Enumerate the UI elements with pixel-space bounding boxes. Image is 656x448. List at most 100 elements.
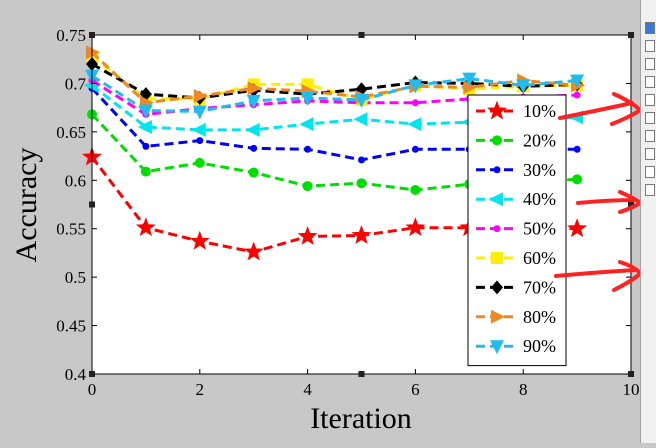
data-point — [567, 218, 588, 238]
series-line — [90, 51, 578, 105]
legend-label: 30% — [523, 160, 556, 180]
data-point — [300, 91, 315, 106]
legend-entry-50%: 50% — [476, 219, 556, 239]
legend-label: 50% — [523, 219, 556, 239]
selection-handle — [628, 371, 634, 377]
side-panel — [640, 0, 656, 443]
x-tick-label: 4 — [303, 380, 312, 399]
data-point — [299, 117, 314, 132]
legend-label: 10% — [523, 101, 556, 121]
data-point — [408, 79, 423, 94]
y-tick-label: 0.5 — [65, 268, 86, 287]
selection-handle — [89, 201, 95, 208]
data-point — [86, 45, 100, 60]
data-point — [358, 156, 365, 164]
data-point — [462, 72, 477, 87]
legend-entry-10%: 10% — [476, 100, 556, 121]
data-point — [193, 89, 208, 104]
data-point — [463, 80, 478, 95]
data-point — [302, 181, 313, 192]
legend-marker — [493, 225, 501, 233]
x-tick-label: 2 — [196, 380, 205, 399]
legend-entry-60%: 60% — [476, 248, 556, 268]
legend-entry-40%: 40% — [476, 189, 556, 209]
data-point — [356, 178, 367, 189]
x-tick-label: 0 — [88, 380, 97, 399]
series-90% — [85, 69, 585, 120]
data-point — [410, 184, 421, 195]
panel-checkbox[interactable] — [645, 166, 655, 178]
selection-handles — [89, 32, 634, 377]
data-point — [135, 217, 156, 237]
legend-entry-20%: 20% — [476, 130, 556, 150]
panel-checkbox[interactable] — [645, 58, 655, 70]
legend-marker — [487, 100, 507, 120]
data-point — [354, 93, 369, 108]
selection-handle — [628, 201, 634, 208]
data-point — [248, 167, 259, 178]
data-point — [353, 112, 368, 127]
legend-entry-70%: 70% — [476, 277, 556, 297]
legend-marker — [490, 340, 504, 355]
selection-handle — [628, 32, 634, 38]
legend-label: 70% — [523, 277, 556, 297]
x-tick-label: 10 — [623, 380, 640, 399]
data-point — [196, 137, 204, 145]
selection-handle — [89, 32, 95, 38]
y-tick-label: 0.65 — [56, 123, 86, 142]
data-point — [137, 120, 152, 135]
data-point — [405, 217, 426, 237]
data-point — [407, 117, 422, 132]
data-point — [570, 74, 585, 89]
panel-checkbox[interactable] — [645, 148, 655, 160]
data-point — [194, 157, 205, 168]
data-point — [246, 94, 261, 109]
panel-checkbox[interactable] — [645, 112, 655, 124]
series-line — [91, 74, 578, 114]
series-line — [91, 55, 578, 102]
panel-checkbox[interactable] — [645, 22, 655, 34]
series-40% — [84, 78, 584, 137]
y-axis-label: Accuracy — [10, 148, 43, 263]
data-point — [411, 99, 419, 107]
y-tick-label: 0.7 — [65, 74, 87, 93]
data-point — [138, 104, 153, 119]
y-tick-label: 0.6 — [65, 171, 86, 190]
panel-checkbox[interactable] — [645, 40, 655, 52]
legend-entry-80%: 80% — [476, 307, 556, 327]
legend-marker — [491, 280, 503, 295]
data-point — [191, 122, 206, 137]
data-point — [297, 226, 318, 245]
panel-checkbox[interactable] — [645, 130, 655, 142]
y-tick-label: 0.45 — [56, 317, 86, 336]
series-line — [90, 113, 578, 192]
legend-entry-30%: 30% — [476, 160, 556, 180]
series-line — [90, 87, 578, 162]
x-axis-label: Iteration — [310, 402, 412, 435]
data-point — [189, 230, 210, 250]
legend-marker — [491, 252, 503, 264]
data-point — [192, 105, 207, 120]
legend-label: 60% — [523, 248, 556, 268]
data-point — [250, 144, 258, 152]
x-tick-label: 6 — [411, 380, 420, 399]
legend-label: 90% — [523, 336, 556, 356]
data-point — [573, 91, 581, 99]
legend-label: 20% — [523, 130, 556, 150]
data-point — [573, 145, 581, 153]
legend-marker — [493, 166, 501, 174]
panel-checkbox[interactable] — [645, 184, 655, 196]
ticks-layer: 0 2 4 6 8 10 0.4 0.45 0.5 0.55 0.6 0.65 0.7 0.75 — [56, 26, 639, 399]
data-point — [351, 225, 372, 244]
data-point — [411, 145, 419, 153]
legend-label: 80% — [523, 307, 556, 327]
panel-checkbox[interactable] — [645, 94, 655, 106]
legend-entry-90%: 90% — [476, 336, 556, 356]
data-point — [572, 174, 583, 185]
series-20% — [87, 109, 583, 195]
legend-marker — [492, 135, 502, 146]
selection-handle — [358, 371, 365, 377]
panel-checkbox[interactable] — [645, 76, 655, 88]
